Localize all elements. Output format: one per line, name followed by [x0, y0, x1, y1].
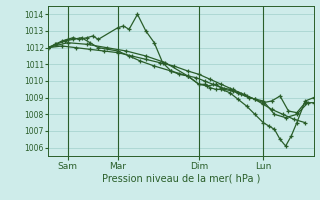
X-axis label: Pression niveau de la mer( hPa ): Pression niveau de la mer( hPa ) — [102, 173, 260, 183]
